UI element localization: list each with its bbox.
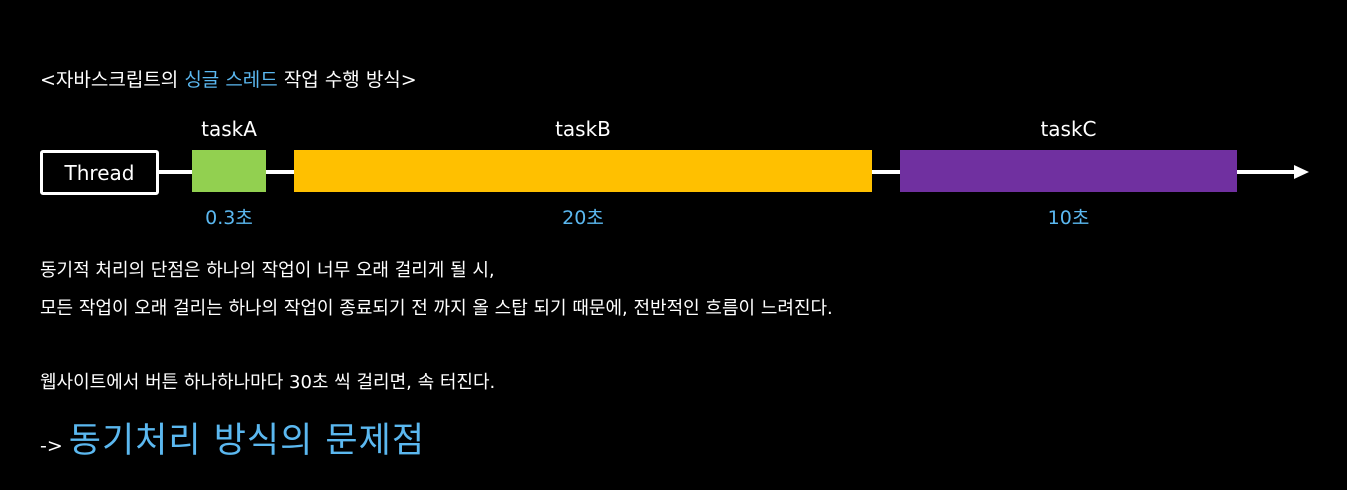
- thread-label: Thread: [64, 160, 135, 185]
- conclusion: -> 동기처리 방식의 문제점: [40, 412, 425, 463]
- task-time-b: 20초: [562, 207, 604, 229]
- task-time-c: 10초: [1047, 207, 1090, 229]
- diagram-title: <자바스크립트의 싱글 스레드 작업 수행 방식>: [40, 66, 417, 94]
- task-name-a: taskA: [201, 117, 257, 141]
- description-line-2: 모든 작업이 오래 걸리는 하나의 작업이 종료되기 전 까지 올 스탑 되기 …: [40, 298, 833, 319]
- task-block-c: [900, 150, 1237, 192]
- title-suffix: 작업 수행 방식>: [277, 69, 417, 91]
- task-block-b: [294, 150, 872, 192]
- title-highlight: 싱글 스레드: [184, 69, 278, 91]
- thread-box: Thread: [40, 150, 159, 195]
- task-name-b: taskB: [555, 117, 611, 141]
- conclusion-arrow: ->: [40, 435, 63, 457]
- conclusion-heading: 동기처리 방식의 문제점: [68, 421, 426, 461]
- description-line-1: 동기적 처리의 단점은 하나의 작업이 너무 오래 걸리게 될 시,: [40, 260, 495, 281]
- title-prefix: <자바스크립트의: [40, 69, 185, 91]
- task-name-c: taskC: [1040, 117, 1097, 141]
- description-line-3: 웹사이트에서 버튼 하나하나마다 30초 씩 걸리면, 속 터진다.: [40, 372, 496, 393]
- timeline-arrow-icon: [1294, 165, 1309, 179]
- task-time-a: 0.3초: [205, 207, 253, 229]
- task-block-a: [192, 150, 266, 192]
